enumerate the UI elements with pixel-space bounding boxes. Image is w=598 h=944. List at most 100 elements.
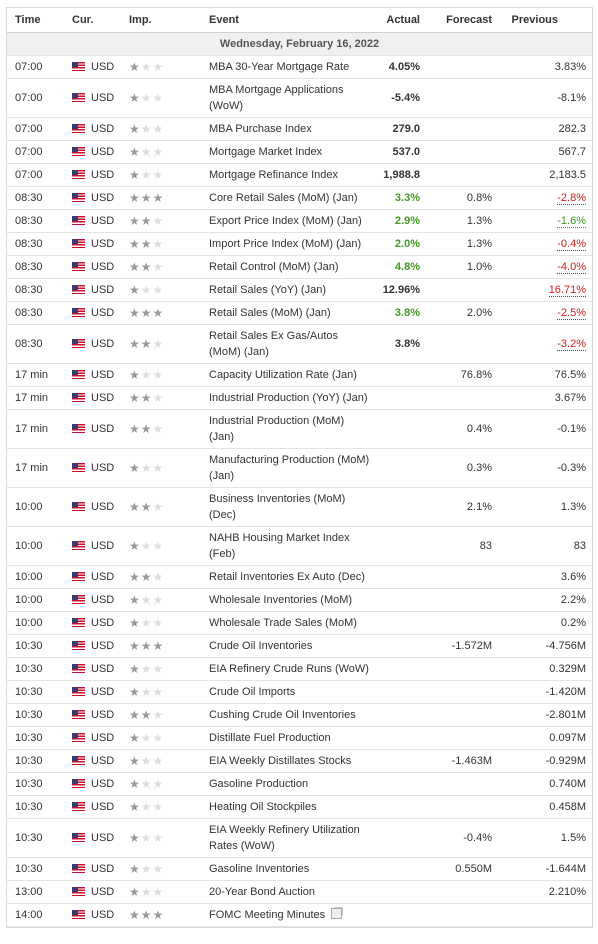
event-name[interactable]: Manufacturing Production (MoM) (Jan)	[207, 448, 380, 488]
event-name[interactable]: MBA Mortgage Applications (WoW)	[207, 78, 380, 118]
us-flag-icon	[72, 170, 85, 179]
table-row[interactable]: 10:30 USD ★★★ Heating Oil Stockpiles 0.458M	[7, 795, 592, 819]
event-name[interactable]: FOMC Meeting Minutes	[207, 903, 380, 927]
star-icon: ★	[129, 908, 141, 922]
table-row[interactable]: 10:30 USD ★★★ EIA Weekly Refinery Utilizati…	[7, 818, 592, 858]
event-name[interactable]: 20-Year Bond Auction	[207, 880, 380, 904]
table-row[interactable]: 13:00 USD ★★★ 20-Year Bond Auction 2.210%	[7, 880, 592, 904]
event-name[interactable]: Mortgage Market Index	[207, 140, 380, 164]
forecast-value	[424, 78, 496, 118]
event-name[interactable]: Retail Sales (YoY) (Jan)	[207, 278, 380, 302]
event-name-line: Industrial Production (YoY) (Jan)	[209, 392, 368, 404]
event-name[interactable]: Business Inventories (MoM) (Dec)	[207, 487, 380, 527]
forecast-value: 83	[424, 526, 496, 566]
table-row[interactable]: 08:30 USD ★★★ Retail Control (MoM) (Jan) 4.8…	[7, 255, 592, 279]
event-name[interactable]: Heating Oil Stockpiles	[207, 795, 380, 819]
forecast-value	[424, 703, 496, 727]
table-row[interactable]: 08:30 USD ★★★ Export Price Index (MoM) (Jan…	[7, 209, 592, 233]
forecast-value	[424, 772, 496, 796]
table-row[interactable]: 08:30 USD ★★★ Retail Sales (YoY) (Jan) 12.96…	[7, 278, 592, 302]
event-name[interactable]: Cushing Crude Oil Inventories	[207, 703, 380, 727]
actual-value	[380, 880, 424, 904]
table-row[interactable]: 17 min USD ★★★ Industrial Production (MoM)(…	[7, 409, 592, 449]
table-row[interactable]: 17 min USD ★★★ Capacity Utilization Rate (J…	[7, 363, 592, 387]
table-row[interactable]: 10:00 USD ★★★ NAHB Housing Market Index (Feb…	[7, 526, 592, 566]
event-name[interactable]: EIA Weekly Refinery Utilization Rates (Wo…	[207, 818, 380, 858]
event-name-line: Wholesale Trade Sales (MoM)	[209, 617, 357, 629]
table-row[interactable]: 17 min USD ★★★ Manufacturing Production (Mo…	[7, 448, 592, 488]
table-row[interactable]: 10:30 USD ★★★ Crude Oil Inventories -1.572M -…	[7, 634, 592, 658]
event-name[interactable]: Distillate Fuel Production	[207, 726, 380, 750]
event-name[interactable]: Wholesale Trade Sales (MoM)	[207, 611, 380, 635]
table-row[interactable]: 10:30 USD ★★★ Gasoline Inventories 0.550M -1.…	[7, 857, 592, 881]
table-row[interactable]: 08:30 USD ★★★ Retail Sales (MoM) (Jan) 3.8% 2…	[7, 301, 592, 325]
table-row[interactable]: 10:30 USD ★★★ EIA Weekly Distillates Stocks…	[7, 749, 592, 773]
event-name[interactable]: Retail Sales (MoM) (Jan)	[207, 301, 380, 325]
event-time: 10:00	[7, 487, 69, 527]
star-icon: ★	[152, 283, 165, 297]
event-name[interactable]: Mortgage Refinance Index	[207, 163, 380, 187]
table-row[interactable]: 08:30 USD ★★★ Import Price Index (MoM) (Jan…	[7, 232, 592, 256]
header-forecast[interactable]: Forecast	[424, 8, 496, 33]
table-row[interactable]: 10:30 USD ★★★ Distillate Fuel Production 0.0…	[7, 726, 592, 750]
star-icon: ★	[140, 800, 153, 814]
event-name[interactable]: Retail Sales Ex Gas/Autos (MoM) (Jan)	[207, 324, 380, 364]
header-event[interactable]: Event	[207, 8, 380, 33]
table-row[interactable]: 07:00 USD ★★★ Mortgage Market Index 537.0 567…	[7, 140, 592, 164]
event-name[interactable]: Industrial Production (MoM) (Jan)	[207, 409, 380, 449]
header-currency[interactable]: Cur.	[69, 8, 127, 33]
previous-text: -1.644M	[545, 863, 586, 875]
event-name[interactable]: EIA Weekly Distillates Stocks	[207, 749, 380, 773]
star-icon: ★	[140, 731, 153, 745]
star-icon: ★	[140, 862, 153, 876]
table-row[interactable]: 07:00 USD ★★★ Mortgage Refinance Index 1,988…	[7, 163, 592, 187]
event-name[interactable]: Crude Oil Inventories	[207, 634, 380, 658]
table-row[interactable]: 08:30 USD ★★★ Retail Sales Ex Gas/Autos (MoM…	[7, 324, 592, 364]
table-row[interactable]: 10:30 USD ★★★ EIA Refinery Crude Runs (WoW)…	[7, 657, 592, 681]
event-name[interactable]: Retail Inventories Ex Auto (Dec)	[207, 565, 380, 589]
actual-value	[380, 409, 424, 449]
header-actual[interactable]: Actual	[380, 8, 424, 33]
event-name[interactable]: MBA Purchase Index	[207, 117, 380, 141]
table-row[interactable]: 10:00 USD ★★★ Wholesale Inventories (MoM) 2.…	[7, 588, 592, 612]
currency-cell: USD	[69, 726, 127, 750]
star-icon: ★	[140, 831, 153, 845]
previous-value: 2.210%	[496, 880, 592, 904]
event-name[interactable]: EIA Refinery Crude Runs (WoW)	[207, 657, 380, 681]
table-row[interactable]: 07:00 USD ★★★ MBA 30-Year Mortgage Rate 4.05…	[7, 55, 592, 79]
event-name[interactable]: Wholesale Inventories (MoM)	[207, 588, 380, 612]
event-name[interactable]: Core Retail Sales (MoM) (Jan)	[207, 186, 380, 210]
header-previous[interactable]: Previous	[496, 8, 592, 33]
star-icon: ★	[129, 337, 141, 351]
event-name[interactable]: Import Price Index (MoM) (Jan)	[207, 232, 380, 256]
table-row[interactable]: 14:00 USD ★★★ FOMC Meeting Minutes	[7, 903, 592, 927]
us-flag-icon	[72, 216, 85, 225]
event-name[interactable]: Crude Oil Imports	[207, 680, 380, 704]
table-row[interactable]: 17 min USD ★★★ Industrial Production (YoY) …	[7, 386, 592, 410]
document-icon[interactable]	[331, 908, 343, 919]
table-row[interactable]: 08:30 USD ★★★ Core Retail Sales (MoM) (Jan)…	[7, 186, 592, 210]
event-name[interactable]: Gasoline Inventories	[207, 857, 380, 881]
event-name[interactable]: NAHB Housing Market Index (Feb)	[207, 526, 380, 566]
event-name[interactable]: MBA 30-Year Mortgage Rate	[207, 55, 380, 79]
previous-value: 0.329M	[496, 657, 592, 681]
table-row[interactable]: 10:30 USD ★★★ Cushing Crude Oil Inventories…	[7, 703, 592, 727]
event-name[interactable]: Gasoline Production	[207, 772, 380, 796]
currency-cell: USD	[69, 117, 127, 141]
event-name[interactable]: Industrial Production (YoY) (Jan)	[207, 386, 380, 410]
importance-cell: ★★★	[127, 409, 207, 449]
table-row[interactable]: 07:00 USD ★★★ MBA Purchase Index 279.0 282.3	[7, 117, 592, 141]
actual-value	[380, 749, 424, 773]
event-time: 07:00	[7, 117, 69, 141]
table-row[interactable]: 10:00 USD ★★★ Wholesale Trade Sales (MoM) 0.…	[7, 611, 592, 635]
table-row[interactable]: 10:00 USD ★★★ Retail Inventories Ex Auto (D…	[7, 565, 592, 589]
event-name[interactable]: Retail Control (MoM) (Jan)	[207, 255, 380, 279]
header-time[interactable]: Time	[7, 8, 69, 33]
table-row[interactable]: 10:00 USD ★★★ Business Inventories (MoM) (De…	[7, 487, 592, 527]
table-row[interactable]: 10:30 USD ★★★ Crude Oil Imports -1.420M	[7, 680, 592, 704]
event-name[interactable]: Capacity Utilization Rate (Jan)	[207, 363, 380, 387]
table-row[interactable]: 10:30 USD ★★★ Gasoline Production 0.740M	[7, 772, 592, 796]
table-row[interactable]: 07:00 USD ★★★ MBA Mortgage Applications (WoW…	[7, 78, 592, 118]
header-importance[interactable]: Imp.	[127, 8, 207, 33]
event-name[interactable]: Export Price Index (MoM) (Jan)	[207, 209, 380, 233]
